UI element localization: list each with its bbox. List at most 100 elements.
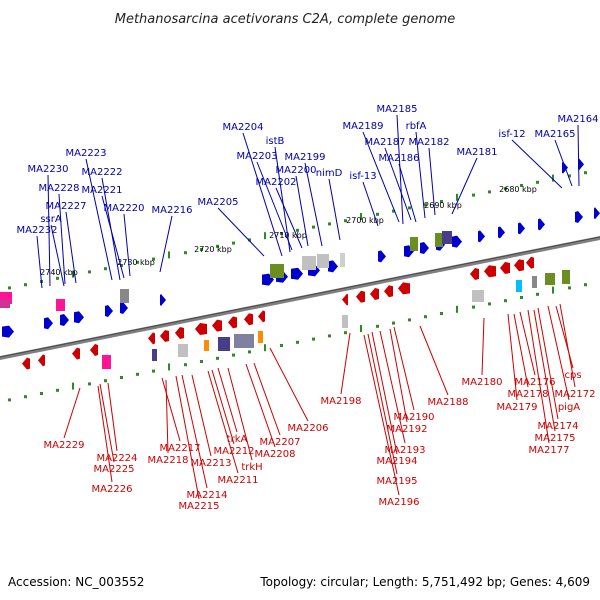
reverse-gene-label: trkA [227, 434, 248, 445]
tick-mark-inner [72, 382, 74, 390]
forward-gene-label: MA2228 [39, 183, 80, 194]
reverse-label-leader [165, 379, 169, 454]
reverse-label-leader [507, 313, 518, 401]
tick-mark-inner [280, 344, 283, 347]
tick-mark-outer [152, 257, 155, 261]
reverse-label-leader [99, 383, 115, 463]
forward-gene-label: MA2205 [198, 197, 239, 208]
tick-mark-inner [360, 325, 362, 332]
tick-mark-inner [40, 392, 43, 395]
feature-block [234, 334, 254, 348]
reverse-gene-arrow [90, 344, 98, 356]
reverse-gene-arrow [212, 319, 222, 332]
forward-label-leader [554, 139, 573, 187]
forward-label-leader [304, 162, 323, 247]
reverse-gene-label: MA2195 [377, 476, 418, 487]
tick-mark-inner [104, 379, 107, 383]
reverse-gene-arrow [384, 285, 393, 298]
reverse-label-leader [207, 370, 239, 474]
feature-block [0, 300, 10, 308]
tick-label: 2690 kbp [424, 201, 462, 210]
tick-mark-inner [552, 286, 554, 294]
tick-mark-inner [472, 305, 475, 309]
tick-label: 2700 kbp [346, 216, 384, 225]
reverse-label-leader [340, 332, 351, 395]
tick-mark-inner [312, 337, 315, 341]
reverse-label-leader [527, 309, 550, 444]
reverse-gene-arrow [175, 327, 184, 339]
tick-mark-outer [440, 200, 443, 203]
reverse-label-leader [107, 382, 118, 452]
tick-label: 2730 kbp [117, 258, 155, 267]
reverse-label-leader [555, 305, 574, 369]
reverse-label-leader [547, 305, 570, 401]
reverse-gene-label: MA2212 [214, 446, 255, 457]
tick-label: 2680 kbp [499, 185, 537, 194]
tick-mark-inner [440, 312, 443, 315]
tick-mark-inner [456, 305, 458, 313]
forward-gene-label: MA2185 [377, 104, 418, 115]
tick-mark-inner [264, 344, 266, 352]
forward-gene-label: MA2203 [237, 151, 278, 162]
feature-block [152, 349, 157, 361]
forward-gene-label: MA2202 [256, 177, 297, 188]
tick-mark-outer [104, 267, 107, 271]
forward-label-leader [577, 124, 580, 187]
forward-gene-label: MA2230 [28, 164, 69, 175]
reverse-label-leader [513, 313, 529, 388]
tick-mark-inner [488, 302, 491, 306]
tick-mark-inner [152, 369, 155, 373]
reverse-gene-label: MA2217 [160, 443, 201, 454]
genome-backbone [0, 236, 600, 360]
reverse-gene-arrow [514, 259, 524, 272]
forward-gene-arrow [420, 242, 429, 254]
reverse-gene-label: MA2215 [179, 501, 220, 512]
forward-label-leader [511, 139, 563, 189]
tick-mark-outer [248, 238, 251, 242]
reverse-gene-arrow [228, 316, 237, 329]
forward-label-leader [274, 146, 291, 253]
forward-gene-label: MA2232 [17, 225, 58, 236]
reverse-gene-arrow [526, 256, 534, 269]
feature-block [545, 273, 555, 285]
reverse-label-leader [559, 303, 576, 388]
feature-block [472, 290, 484, 302]
tick-mark-outer [584, 171, 587, 175]
feature-block [102, 355, 111, 369]
reverse-label-leader [211, 369, 235, 445]
reverse-label-leader [181, 374, 208, 489]
forward-label-leader [242, 132, 283, 257]
reverse-label-leader [533, 309, 556, 432]
reverse-gene-label: MA2178 [508, 389, 549, 400]
forward-gene-arrow [594, 207, 600, 220]
tick-mark-inner [24, 395, 27, 399]
reverse-label-leader [371, 331, 398, 455]
feature-block [516, 280, 522, 292]
reverse-gene-label: MA2206 [288, 423, 329, 434]
tick-mark-inner [184, 363, 187, 367]
reverse-label-leader [481, 317, 485, 376]
reverse-label-leader [217, 367, 238, 433]
tick-label: 2740 kbp [40, 268, 78, 277]
tick-mark-outer [56, 276, 59, 280]
feature-block [532, 276, 537, 288]
forward-label-leader [415, 131, 426, 219]
forward-gene-label: MA2200 [276, 165, 317, 176]
reverse-gene-arrow [72, 347, 80, 360]
reverse-gene-arrow [148, 332, 155, 345]
reverse-gene-label: MA2174 [538, 421, 579, 432]
forward-gene-label: MA2216 [152, 205, 193, 216]
tick-mark-inner [88, 382, 91, 386]
accession-text: Accession: NC_003552 [8, 575, 144, 589]
forward-label-leader [159, 215, 173, 273]
reverse-gene-arrow [258, 310, 265, 323]
forward-label-leader [328, 178, 341, 241]
reverse-label-leader [161, 377, 181, 442]
reverse-gene-label: MA2190 [394, 412, 435, 423]
reverse-gene-label: MA2176 [515, 377, 556, 388]
forward-gene-arrow [578, 158, 584, 171]
reverse-gene-arrow [38, 354, 45, 367]
reverse-gene-label: MA2208 [255, 449, 296, 460]
